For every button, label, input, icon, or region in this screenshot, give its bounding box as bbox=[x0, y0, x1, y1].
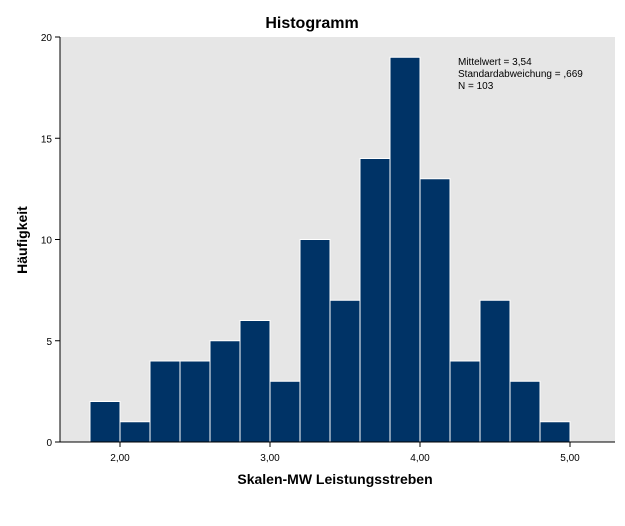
histogram-bar-11 bbox=[419, 178, 451, 443]
histogram-bar-10 bbox=[389, 56, 421, 443]
axes-group: 0 5 10 15 20 2,00 3,00 4,00 5,00 bbox=[41, 33, 615, 464]
stat-std-dev: Standardabweichung = ,669 bbox=[458, 69, 583, 80]
x-tick-label-3: 5,00 bbox=[560, 453, 580, 464]
x-tick-label-2: 4,00 bbox=[410, 453, 430, 464]
histogram-bar-13 bbox=[479, 299, 511, 443]
histogram-bar-4 bbox=[209, 340, 241, 443]
x-axis-label: Skalen-MW Leistungsstreben bbox=[237, 471, 432, 487]
histogram-bar-7 bbox=[299, 239, 331, 443]
histogram-bar-5 bbox=[239, 320, 271, 443]
histogram-bar-9 bbox=[359, 158, 391, 443]
y-tick-label-2: 10 bbox=[41, 236, 53, 247]
statistics-box: Mittelwert = 3,54 Standardabweichung = ,… bbox=[458, 57, 583, 92]
y-tick-label-1: 5 bbox=[46, 337, 52, 348]
y-axis-label: Häufigkeit bbox=[14, 206, 30, 274]
histogram-bar-0 bbox=[89, 401, 121, 443]
histogram-bar-1 bbox=[119, 421, 151, 443]
x-tick-label-1: 3,00 bbox=[260, 453, 280, 464]
histogram-bar-8 bbox=[329, 299, 361, 443]
y-tick-label-3: 15 bbox=[41, 134, 53, 145]
histogram-bar-6 bbox=[269, 380, 301, 443]
stat-mean: Mittelwert = 3,54 bbox=[458, 57, 532, 68]
bars-group bbox=[89, 56, 571, 443]
chart-title: Histogramm bbox=[265, 15, 358, 32]
histogram-bar-15 bbox=[539, 421, 571, 443]
y-tick-label-4: 20 bbox=[41, 33, 53, 44]
y-tick-label-0: 0 bbox=[46, 438, 52, 449]
histogram-bar-12 bbox=[449, 360, 481, 443]
histogram-bar-14 bbox=[509, 380, 541, 443]
stat-n: N = 103 bbox=[458, 81, 494, 92]
x-tick-label-0: 2,00 bbox=[110, 453, 130, 464]
histogram-bar-2 bbox=[149, 360, 181, 443]
histogram-bar-3 bbox=[179, 360, 211, 443]
